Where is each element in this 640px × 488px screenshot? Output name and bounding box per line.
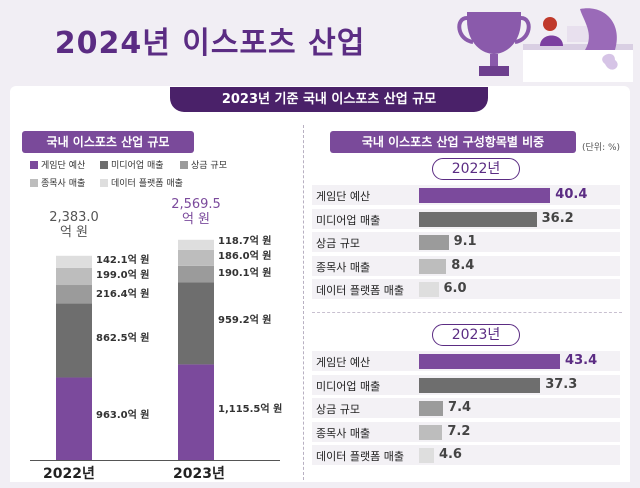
row-background [312,232,620,252]
share-bar [419,235,449,250]
total-value: 2,383.0 [49,210,99,225]
value-label: 36.2 [541,210,574,226]
row-label: 게임단 예산 [316,190,371,203]
bottom-band [10,482,630,488]
segment-label: 216.4억 원 [96,289,150,300]
segment-label: 199.0억 원 [96,270,150,281]
row-background [312,421,620,442]
row-label: 상금 규모 [316,403,360,416]
bar-segment [178,364,214,460]
value-label: 9.1 [453,234,477,249]
value-label: 37.3 [545,376,578,392]
panel-divider [312,312,622,313]
bar-segment [56,267,92,286]
share-bar [419,282,439,297]
value-label: 43.4 [565,353,598,368]
legend-swatch [180,161,188,169]
segment-label: 862.5억 원 [96,333,150,344]
stacked-chart-title: 국내 이스포츠 산업 규모 [22,131,194,153]
bar-segment [178,239,214,250]
legend-item-media: 미디어업 매출 [100,158,164,171]
row-label: 종목사 매출 [316,260,371,274]
segment-label: 118.7억 원 [218,236,272,247]
value-label: 4.6 [438,447,462,462]
segment-label: 963.0억 원 [96,410,150,421]
legend-item-data: 데이터 플랫폼 매출 [100,176,183,189]
legend-label: 게임단 예산 [41,161,86,171]
bar-segment [178,249,214,266]
row-label: 게임단 예산 [316,356,371,369]
legend-swatch [100,161,108,169]
value-label: 7.4 [448,400,472,415]
segment-label: 959.2억 원 [218,315,272,326]
value-label: 6.0 [443,281,467,296]
bar-segment [178,265,214,283]
section-divider [303,125,304,485]
share-bar [419,424,443,440]
segment-label: 142.1억 원 [96,255,150,266]
row-background [312,445,620,465]
share-chart-title: 국내 이스포츠 산업 구성항목별 비중 [330,131,576,153]
row-label: 미디어업 매출 [316,379,381,393]
year-pill-2023: 2023년 [432,324,520,346]
legend-swatch [100,179,108,187]
legend-label: 상금 규모 [191,161,227,171]
row-background [312,255,620,276]
segment-label: 186.0억 원 [218,251,272,262]
row-label: 미디어업 매출 [316,213,381,227]
x-tick-label: 2022년 [43,466,95,482]
row-label: 상금 규모 [316,237,360,250]
gamer-icon [523,8,633,82]
row-label: 종목사 매출 [316,426,371,440]
legend-item-prize: 상금 규모 [180,158,227,171]
year-pill-2022: 2022년 [432,158,520,180]
stacked-bar-chart [30,239,280,461]
bar-segment [56,285,92,304]
page-title: 2024년 이스포츠 산업 [54,26,366,61]
total-label-2022: 2,383.0 억 원 [44,210,104,240]
share-bar [419,211,537,227]
share-bar [419,188,551,203]
legend-item-team-budget: 게임단 예산 [30,158,85,171]
trophy-icon [457,12,531,76]
share-bar [419,401,444,416]
bar-segment [178,282,214,365]
row-background [312,279,620,299]
bar-segment [56,303,92,378]
value-label: 40.4 [555,187,588,202]
bar-segment [56,255,92,268]
legend-swatch [30,161,38,169]
row-background [312,398,620,418]
bar-segment [56,377,92,460]
total-value: 2,569.5 [171,197,221,212]
x-tick-label: 2023년 [173,466,225,482]
legend-swatch [30,179,38,187]
row-label: 데이터 플랫폼 매출 [316,450,404,463]
esports-illustration [457,8,633,82]
row-label: 데이터 플랫폼 매출 [316,284,404,297]
share-bar [419,448,434,463]
legend-label: 미디어업 매출 [111,161,164,171]
total-label-2023: 2,569.5 억 원 [166,197,226,227]
value-label: 8.4 [451,257,475,273]
segment-label: 1,115.5억 원 [218,404,283,415]
share-bar [419,377,541,393]
total-unit: 억 원 [59,225,89,240]
legend-item-league: 종목사 매출 [30,176,85,189]
subtitle-banner: 2023년 기준 국내 이스포츠 산업 규모 [170,87,488,112]
share-bar [419,258,447,274]
legend-label: 데이터 플랫폼 매출 [111,179,183,189]
value-label: 7.2 [447,423,471,439]
legend-label: 종목사 매출 [41,179,86,189]
share-bar [419,354,561,369]
total-unit: 억 원 [181,212,211,227]
segment-label: 190.1억 원 [218,268,272,279]
unit-label: (단위: %) [582,143,621,153]
